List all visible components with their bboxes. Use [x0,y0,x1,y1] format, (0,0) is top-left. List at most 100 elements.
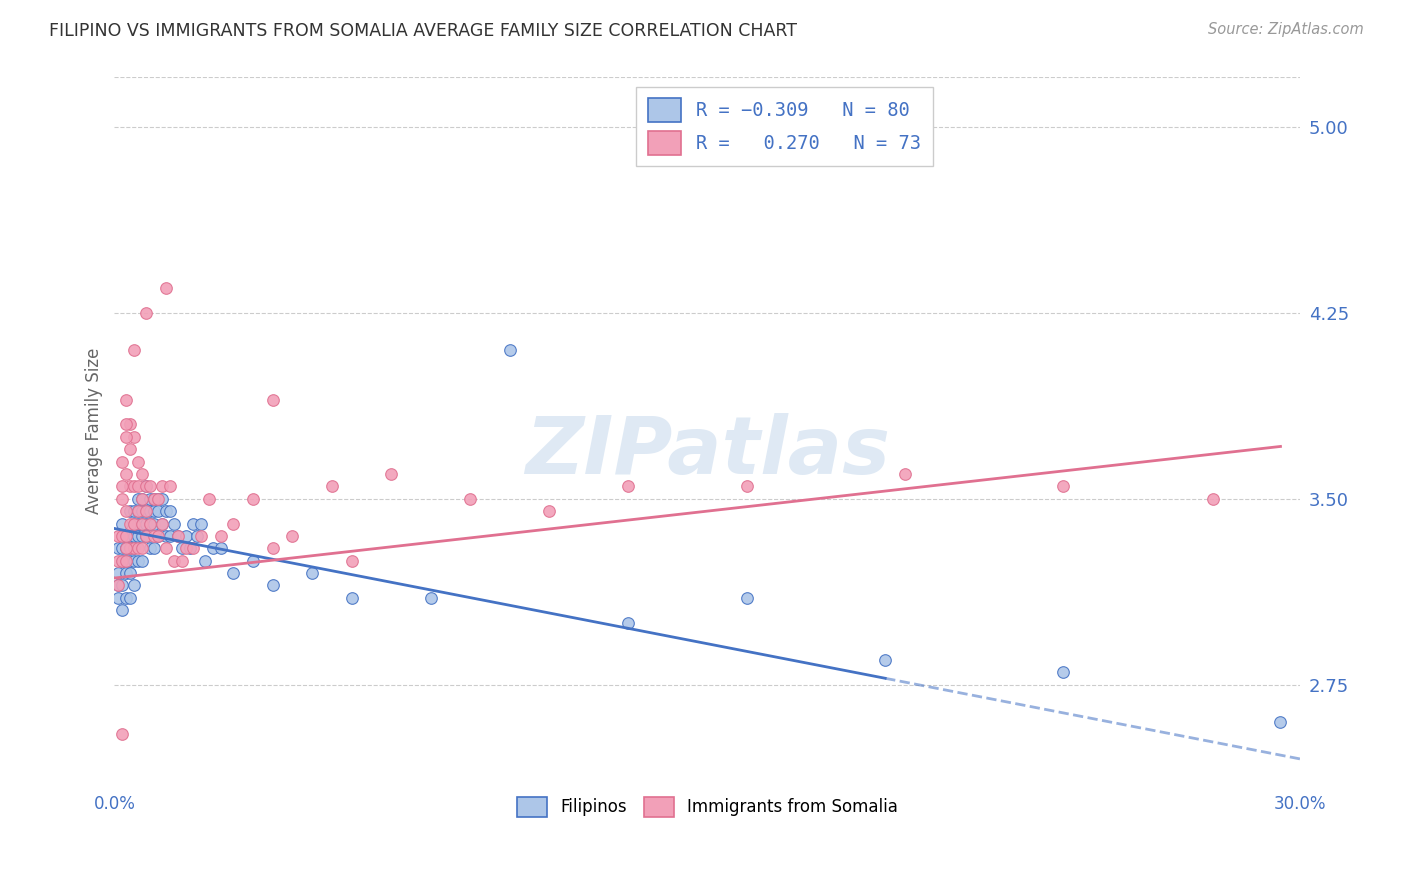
Point [146,491,169,506]
Point [163,554,186,568]
Point [111,554,134,568]
Point [107,566,129,580]
Point [155,281,177,295]
Point [538,504,561,518]
Point [150,491,173,506]
Point [458,491,481,506]
Point [159,504,181,518]
Point [115,529,138,543]
Point [120,554,142,568]
Point [107,529,129,543]
Point [115,554,138,568]
Point [170,554,193,568]
Point [111,454,134,468]
Point [139,516,162,531]
Point [131,516,153,531]
Point [115,541,138,556]
Point [127,491,149,506]
Point [159,529,181,543]
Point [139,541,162,556]
Point [186,529,208,543]
Point [107,578,129,592]
Point [242,491,264,506]
Point [122,541,145,556]
Point [122,504,145,518]
Point [321,479,343,493]
Point [115,554,138,568]
Point [120,541,142,556]
Point [142,529,165,543]
Point [122,541,145,556]
Point [135,504,157,518]
Point [107,578,129,592]
Point [617,479,640,493]
Point [166,529,188,543]
Point [301,566,323,580]
Point [122,554,145,568]
Point [340,554,363,568]
Point [135,479,157,493]
Point [135,504,157,518]
Point [202,541,225,556]
Text: ZIPatlas: ZIPatlas [524,413,890,491]
Point [150,516,173,531]
Legend: Filipinos, Immigrants from Somalia: Filipinos, Immigrants from Somalia [509,789,905,825]
Point [115,541,138,556]
Point [107,541,129,556]
Point [131,491,153,506]
Point [135,306,157,320]
Point [242,554,264,568]
Point [139,504,162,518]
Point [170,541,193,556]
Point [222,516,245,531]
Point [139,516,162,531]
Point [179,541,201,556]
Point [1052,665,1074,680]
Point [155,504,177,518]
Point [131,504,153,518]
Point [142,491,165,506]
Point [107,554,129,568]
Point [340,591,363,605]
Point [131,467,153,481]
Point [120,442,142,457]
Point [617,615,640,630]
Point [174,541,197,556]
Point [735,479,758,493]
Point [111,541,134,556]
Point [183,516,205,531]
Point [115,467,138,481]
Point [1052,479,1074,493]
Point [499,343,522,357]
Point [190,516,212,531]
Point [127,516,149,531]
Point [120,516,142,531]
Point [150,516,173,531]
Point [142,516,165,531]
Point [159,479,181,493]
Point [127,554,149,568]
Point [115,392,138,407]
Point [107,591,129,605]
Point [262,578,284,592]
Point [1270,714,1292,729]
Point [150,479,173,493]
Text: Source: ZipAtlas.com: Source: ZipAtlas.com [1208,22,1364,37]
Point [111,529,134,543]
Point [209,541,232,556]
Point [142,504,165,518]
Point [131,516,153,531]
Point [139,491,162,506]
Point [115,529,138,543]
Point [875,653,897,667]
Point [120,591,142,605]
Point [115,591,138,605]
Point [735,591,758,605]
Point [174,529,197,543]
Point [146,529,169,543]
Point [120,541,142,556]
Point [111,479,134,493]
Point [894,467,917,481]
Point [142,491,165,506]
Point [131,554,153,568]
